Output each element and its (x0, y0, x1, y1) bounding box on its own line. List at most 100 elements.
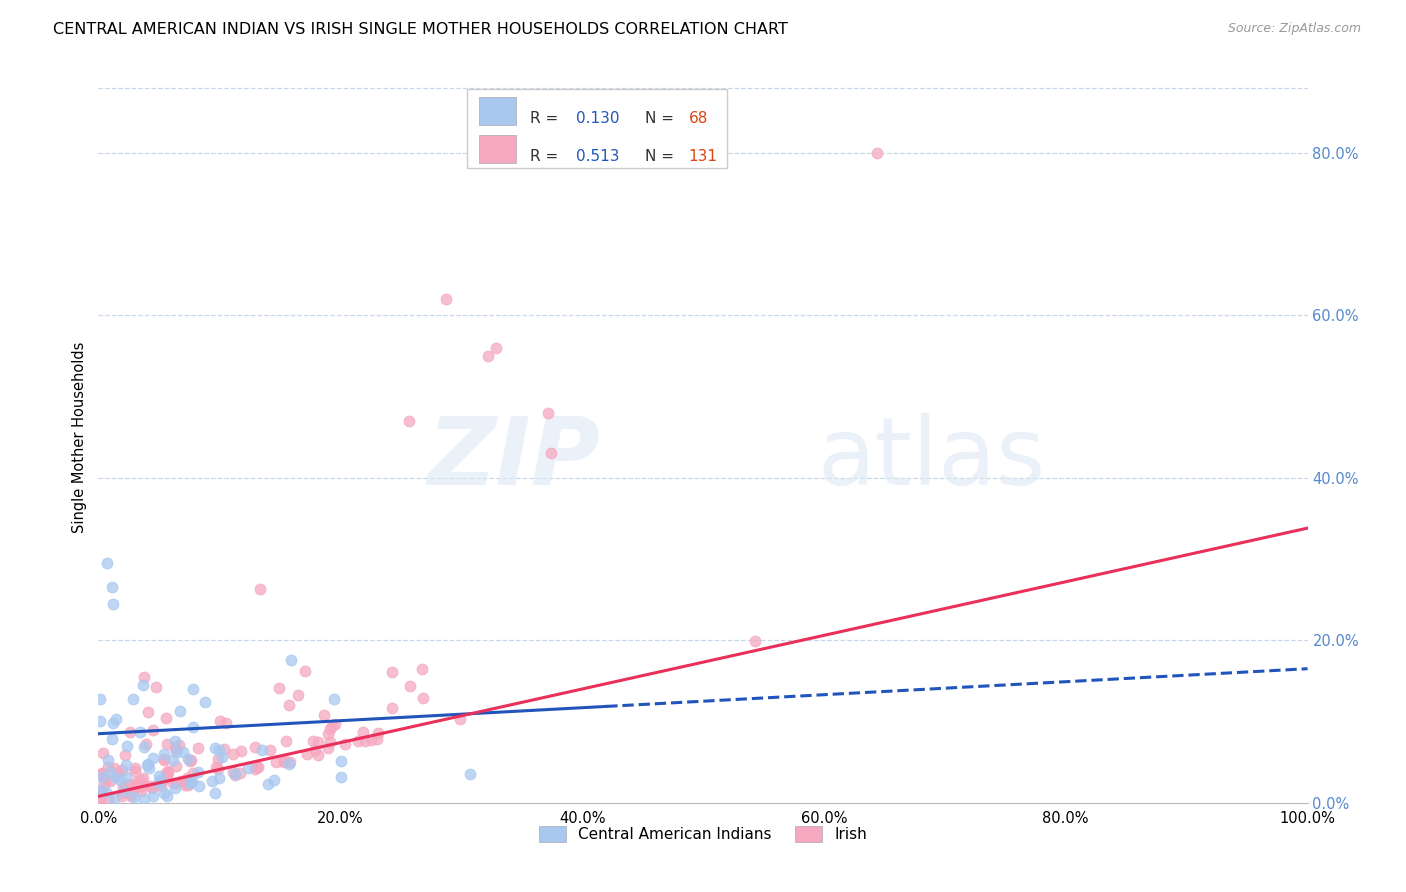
Point (319, 723, 342, 737)
Point (148, 769, 170, 783)
Point (118, 783, 141, 797)
Text: N =: N = (645, 149, 679, 164)
Point (211, 750, 233, 764)
Point (142, 780, 165, 794)
Point (105, 712, 128, 726)
Point (485, 341, 508, 355)
Point (115, 739, 138, 754)
Point (208, 772, 231, 786)
Point (316, 740, 339, 755)
Point (96, 556, 118, 570)
Point (129, 779, 152, 793)
Point (177, 778, 200, 792)
Point (221, 747, 243, 762)
Point (209, 714, 232, 728)
Point (179, 776, 201, 790)
Point (381, 701, 404, 715)
Point (97, 753, 120, 767)
Point (257, 776, 280, 790)
Point (134, 791, 156, 805)
Point (179, 755, 201, 769)
Point (165, 734, 187, 748)
Point (434, 292, 457, 306)
Point (165, 759, 187, 773)
Point (131, 771, 153, 785)
Point (536, 406, 558, 420)
Point (97, 791, 120, 805)
Point (273, 754, 295, 768)
Point (381, 665, 404, 679)
Point (321, 719, 343, 733)
Y-axis label: Single Mother Households: Single Mother Households (72, 342, 87, 533)
Point (103, 761, 125, 775)
Text: atlas: atlas (818, 413, 1046, 505)
Text: N =: N = (645, 111, 679, 126)
Point (103, 791, 125, 805)
Text: R =: R = (530, 111, 564, 126)
Bar (479, 97, 516, 125)
Point (165, 745, 187, 759)
Point (90, 790, 112, 805)
Text: 0.130: 0.130 (576, 111, 620, 126)
Point (259, 743, 281, 757)
Point (263, 772, 285, 787)
Point (136, 758, 159, 772)
Point (866, 145, 889, 160)
Point (129, 784, 152, 798)
Point (346, 733, 368, 747)
Point (165, 781, 187, 796)
Point (142, 751, 165, 765)
Point (245, 763, 267, 777)
Point (180, 773, 202, 788)
Text: CENTRAL AMERICAN INDIAN VS IRISH SINGLE MOTHER HOUSEHOLDS CORRELATION CHART: CENTRAL AMERICAN INDIAN VS IRISH SINGLE … (53, 22, 789, 37)
Point (156, 737, 179, 751)
Point (247, 760, 270, 774)
Point (108, 773, 131, 788)
Point (141, 780, 163, 795)
Point (307, 735, 329, 749)
Point (89, 714, 111, 728)
Point (157, 765, 180, 780)
Point (224, 767, 246, 781)
Point (287, 689, 309, 703)
Point (97, 760, 120, 774)
Point (449, 712, 471, 726)
Point (179, 775, 201, 789)
Point (90, 767, 112, 781)
Point (352, 725, 374, 739)
Point (138, 761, 160, 775)
Point (129, 724, 152, 739)
Point (93, 777, 115, 791)
Point (183, 765, 205, 780)
Point (207, 762, 229, 776)
Point (149, 779, 172, 793)
Point (304, 743, 326, 757)
Point (204, 741, 226, 756)
Point (274, 734, 297, 748)
Point (301, 734, 323, 748)
Point (145, 680, 167, 694)
Point (194, 695, 217, 709)
Point (124, 764, 146, 779)
Text: R =: R = (530, 149, 564, 164)
Point (125, 778, 148, 792)
Point (412, 691, 434, 706)
Point (183, 682, 205, 697)
Point (329, 770, 352, 784)
Point (89, 791, 111, 805)
Point (104, 770, 127, 784)
Point (114, 777, 136, 791)
Point (105, 767, 128, 781)
Point (90, 782, 112, 797)
Point (212, 742, 235, 756)
Point (174, 778, 197, 792)
Point (93, 770, 115, 784)
Point (101, 732, 124, 747)
Point (398, 414, 420, 428)
Text: ZIP: ZIP (427, 413, 600, 505)
Text: 68: 68 (689, 111, 707, 126)
Point (204, 759, 226, 773)
Point (411, 662, 433, 676)
Point (124, 778, 146, 792)
Point (329, 755, 352, 769)
